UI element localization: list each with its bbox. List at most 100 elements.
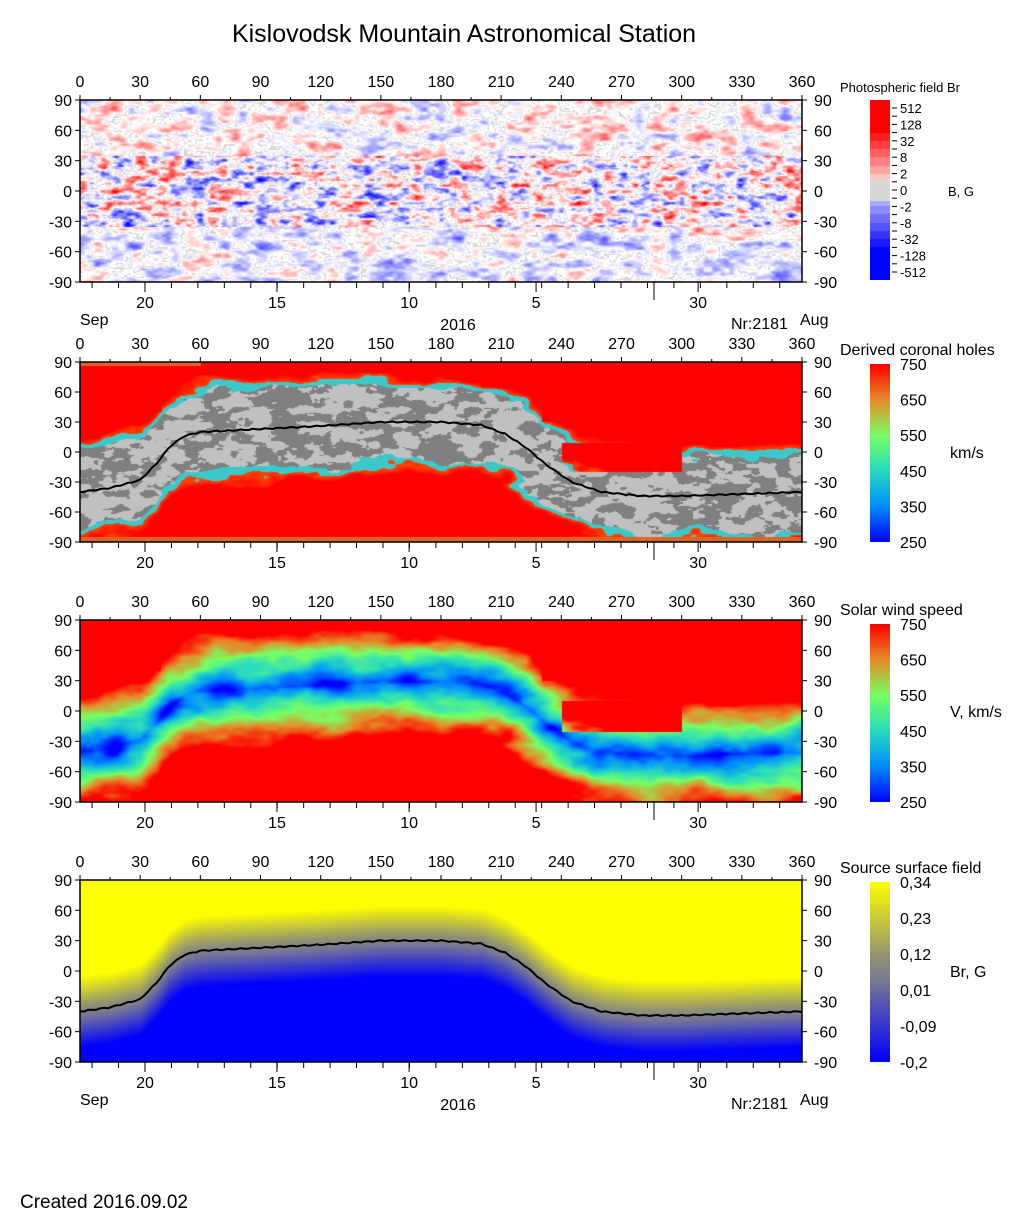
photospheric-top-tick-label: 360	[789, 74, 816, 91]
photospheric-top-tick-label: 240	[548, 74, 575, 91]
coronal-holes-right-tick-label: 0	[814, 445, 823, 462]
source-surface-unit-label: Br, G	[950, 964, 986, 981]
coronal-holes-date-tick-label: 20	[136, 555, 154, 572]
source-surface-left-tick-label: 60	[54, 903, 72, 920]
coronal-holes-top-tick-label: 330	[728, 336, 755, 353]
solar-wind-right-tick-label: 0	[814, 704, 823, 721]
coronal-holes-top-tick-label: 180	[428, 336, 455, 353]
source-surface-date-tick-label: 15	[268, 1075, 286, 1092]
source-surface-left-tick-label: -30	[49, 994, 72, 1011]
photospheric-date-tick-label: 5	[532, 295, 541, 312]
photospheric-colorbar-label: 32	[900, 134, 914, 149]
source-surface-left-tick-label: -90	[49, 1055, 72, 1072]
photospheric-left-tick-label: -60	[49, 245, 72, 262]
photospheric-colorbar-title: Photospheric field Br	[840, 80, 961, 95]
coronal-holes-top-tick-label: 240	[548, 336, 575, 353]
source-surface-right-tick-label: 60	[814, 903, 832, 920]
photospheric-right-tick-label: -30	[814, 214, 837, 231]
coronal-holes-neutral-line	[80, 420, 803, 498]
solar-wind-right-tick-label: -60	[814, 765, 837, 782]
coronal-holes-unit-label: km/s	[950, 445, 984, 462]
solar-wind-top-tick-label: 60	[191, 594, 209, 611]
solar-wind-top-tick-label: 180	[428, 594, 455, 611]
source-surface-top-tick-label: 360	[789, 854, 816, 871]
source-surface-map	[80, 880, 802, 1062]
source-surface-rotation: Nr:2181	[731, 1096, 788, 1113]
source-surface-top-tick-label: 210	[488, 854, 515, 871]
coronal-holes-colorbar	[870, 364, 890, 542]
photospheric-colorbar-label: 128	[900, 117, 922, 132]
source-surface-top-tick-label: 120	[307, 854, 334, 871]
coronal-holes-left-tick-label: 30	[54, 415, 72, 432]
source-surface-right-tick-label: 90	[814, 873, 832, 890]
photospheric-right-tick-label: 90	[814, 93, 832, 110]
solar-wind-colorbar	[870, 624, 890, 802]
source-surface-date-tick-label: 5	[532, 1075, 541, 1092]
photospheric-date-tick-label: 15	[268, 295, 286, 312]
source-surface-date-tick-label: 30	[689, 1075, 707, 1092]
photospheric-top-tick-label: 210	[488, 74, 515, 91]
photospheric-top-tick-label: 60	[191, 74, 209, 91]
source-surface-frame	[79, 879, 803, 1063]
solar-wind-top-tick-label: 210	[488, 594, 515, 611]
photospheric-left-month: Sep	[80, 312, 109, 329]
photospheric-right-tick-label: 60	[814, 123, 832, 140]
source-surface-left-tick-label: 0	[63, 964, 72, 981]
photospheric-colorbar	[870, 100, 890, 280]
source-surface-right-tick-label: -90	[814, 1055, 837, 1072]
source-surface-neutral-line	[79, 939, 803, 1018]
coronal-holes-right-tick-label: -90	[814, 535, 837, 552]
photospheric-field-map	[80, 100, 802, 282]
solar-wind-top-tick-label: 120	[307, 594, 334, 611]
photospheric-top-tick-label: 90	[252, 74, 270, 91]
coronal-holes-colorbar-label: 250	[900, 535, 927, 552]
photospheric-left-tick-label: 30	[54, 154, 72, 171]
coronal-holes-top-tick-label: 60	[191, 336, 209, 353]
coronal-holes-right-tick-label: 30	[814, 415, 832, 432]
photospheric-top-tick-label: 330	[728, 74, 755, 91]
photospheric-colorbar-label: -8	[900, 216, 912, 231]
source-surface-colorbar-label: 0,12	[900, 947, 931, 964]
source-surface-colorbar	[870, 882, 890, 1062]
solar-wind-left-tick-label: -30	[49, 734, 72, 751]
coronal-holes-top-tick-label: 360	[789, 336, 816, 353]
photospheric-colorbar-label: 8	[900, 150, 907, 165]
source-surface-top-tick-label: 30	[131, 854, 149, 871]
coronal-holes-top-tick-label: 30	[131, 336, 149, 353]
solar-wind-colorbar-title: Solar wind speed	[840, 602, 963, 619]
solar-wind-date-tick-label: 15	[268, 815, 286, 832]
coronal-holes-top-tick-label: 90	[252, 336, 270, 353]
solar-wind-top-tick-label: 330	[728, 594, 755, 611]
source-surface-date-tick-label: 10	[400, 1075, 418, 1092]
photospheric-left-tick-label: 90	[54, 93, 72, 110]
solar-wind-right-tick-label: 30	[814, 674, 832, 691]
source-surface-top-tick-label: 60	[191, 854, 209, 871]
photospheric-right-month: Aug	[800, 312, 828, 329]
source-surface-year: 2016	[440, 1097, 476, 1114]
photospheric-top-tick-label: 0	[76, 74, 85, 91]
photospheric-right-tick-label: 30	[814, 154, 832, 171]
source-surface-colorbar-label: 0,01	[900, 983, 931, 1000]
solar-wind-left-tick-label: 30	[54, 674, 72, 691]
photospheric-top-tick-label: 120	[307, 74, 334, 91]
coronal-holes-right-tick-label: -60	[814, 505, 837, 522]
solar-wind-left-tick-label: 90	[54, 613, 72, 630]
source-surface-colorbar-label: -0,09	[900, 1019, 937, 1036]
photospheric-colorbar-label: 0	[900, 183, 907, 198]
solar-wind-date-tick-label: 10	[400, 815, 418, 832]
solar-wind-right-tick-label: -30	[814, 734, 837, 751]
photospheric-unit-label: B, G	[948, 184, 974, 199]
solar-wind-date-tick-label: 20	[136, 815, 154, 832]
source-surface-top-tick-label: 330	[728, 854, 755, 871]
source-surface-left-month: Sep	[80, 1092, 109, 1109]
source-surface-top-tick-label: 270	[608, 854, 635, 871]
coronal-holes-date-tick-label: 15	[268, 555, 286, 572]
photospheric-left-tick-label: 60	[54, 123, 72, 140]
solar-wind-top-tick-label: 150	[367, 594, 394, 611]
source-surface-right-tick-label: -30	[814, 994, 837, 1011]
source-surface-colorbar-title: Source surface field	[840, 860, 981, 877]
photospheric-colorbar-label: 512	[900, 101, 922, 116]
photospheric-top-tick-label: 30	[131, 74, 149, 91]
source-surface-right-tick-label: -60	[814, 1025, 837, 1042]
